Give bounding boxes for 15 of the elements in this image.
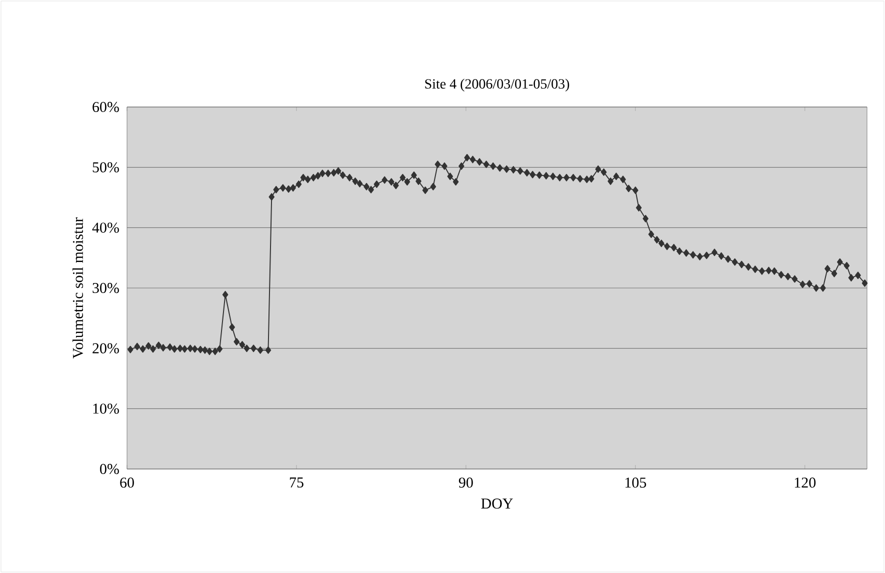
x-axis-title: DOY	[481, 498, 513, 509]
x-tick-label: 75	[290, 478, 304, 488]
y-tick-label: 30%	[92, 282, 119, 294]
chart-title: Site 4 (2006/03/01-05/03)	[425, 78, 570, 92]
y-tick-label: 50%	[92, 162, 119, 172]
x-tick-label: 105	[625, 478, 646, 488]
y-tick-label: 60%	[92, 102, 119, 112]
y-tick-label: 10%	[93, 404, 119, 414]
y-tick-label: 40%	[92, 222, 119, 233]
x-tick-label: 60	[120, 478, 134, 488]
y-axis-title: Volumetric soil moistur	[72, 217, 84, 359]
x-tick-label: 120	[794, 478, 816, 488]
y-tick-label: 20%	[92, 343, 119, 354]
y-tick-label: 0%	[100, 464, 119, 474]
x-tick-label: 90	[458, 478, 473, 488]
